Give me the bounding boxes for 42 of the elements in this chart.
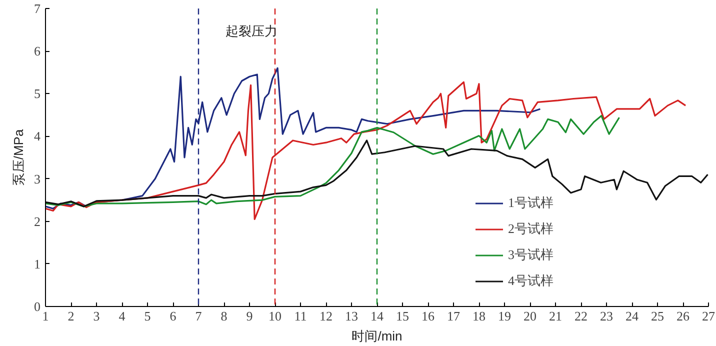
x-axis-title: 时间/min xyxy=(352,328,402,344)
legend-label: 1号试样 xyxy=(508,194,554,212)
y-tick-label: 4 xyxy=(34,128,41,144)
x-tick-label: 19 xyxy=(498,308,511,324)
y-tick-label: 1 xyxy=(34,256,40,272)
x-tick-label: 20 xyxy=(524,308,536,324)
y-tick-label: 3 xyxy=(34,171,40,186)
x-tick-label: 15 xyxy=(396,308,409,324)
y-tick-label: 6 xyxy=(34,44,41,59)
y-axis-title: 泵压/MPa xyxy=(11,128,26,186)
y-tick-label: 2 xyxy=(34,214,40,229)
x-tick-label: 5 xyxy=(144,308,151,324)
x-tick-label: 17 xyxy=(447,308,460,324)
x-tick-label: 27 xyxy=(702,308,716,324)
x-tick-label: 21 xyxy=(549,308,562,324)
x-tick-label: 12 xyxy=(320,308,332,324)
x-tick-label: 16 xyxy=(422,308,435,324)
legend-label: 2号试样 xyxy=(508,220,554,238)
x-tick-label: 4 xyxy=(118,308,126,324)
line-series xyxy=(46,140,708,208)
x-tick-label: 8 xyxy=(220,308,228,324)
x-tick-label: 24 xyxy=(626,308,639,324)
x-tick-label: 18 xyxy=(472,308,486,324)
x-tick-label: 26 xyxy=(676,308,690,324)
x-tick-label: 7 xyxy=(195,308,202,324)
x-tick-label: 22 xyxy=(574,308,588,324)
y-tick-label: 5 xyxy=(34,86,40,102)
y-tick-label: 7 xyxy=(34,1,41,16)
x-tick-label: 23 xyxy=(600,308,613,324)
y-tick-label: 0 xyxy=(34,299,40,314)
annotation: 起裂压力 xyxy=(226,24,278,38)
x-tick-label: 10 xyxy=(268,308,282,324)
x-tick-label: 6 xyxy=(170,308,177,324)
legend-label: 4号试样 xyxy=(508,272,554,290)
x-tick-label: 25 xyxy=(651,308,664,324)
legend-label: 3号试样 xyxy=(508,246,554,264)
x-tick-label: 9 xyxy=(246,308,253,324)
x-tick-label: 14 xyxy=(370,308,384,324)
x-tick-label: 13 xyxy=(345,308,358,324)
x-tick-label: 3 xyxy=(93,308,100,324)
x-tick-label: 11 xyxy=(294,308,307,324)
x-tick-label: 2 xyxy=(68,308,74,324)
